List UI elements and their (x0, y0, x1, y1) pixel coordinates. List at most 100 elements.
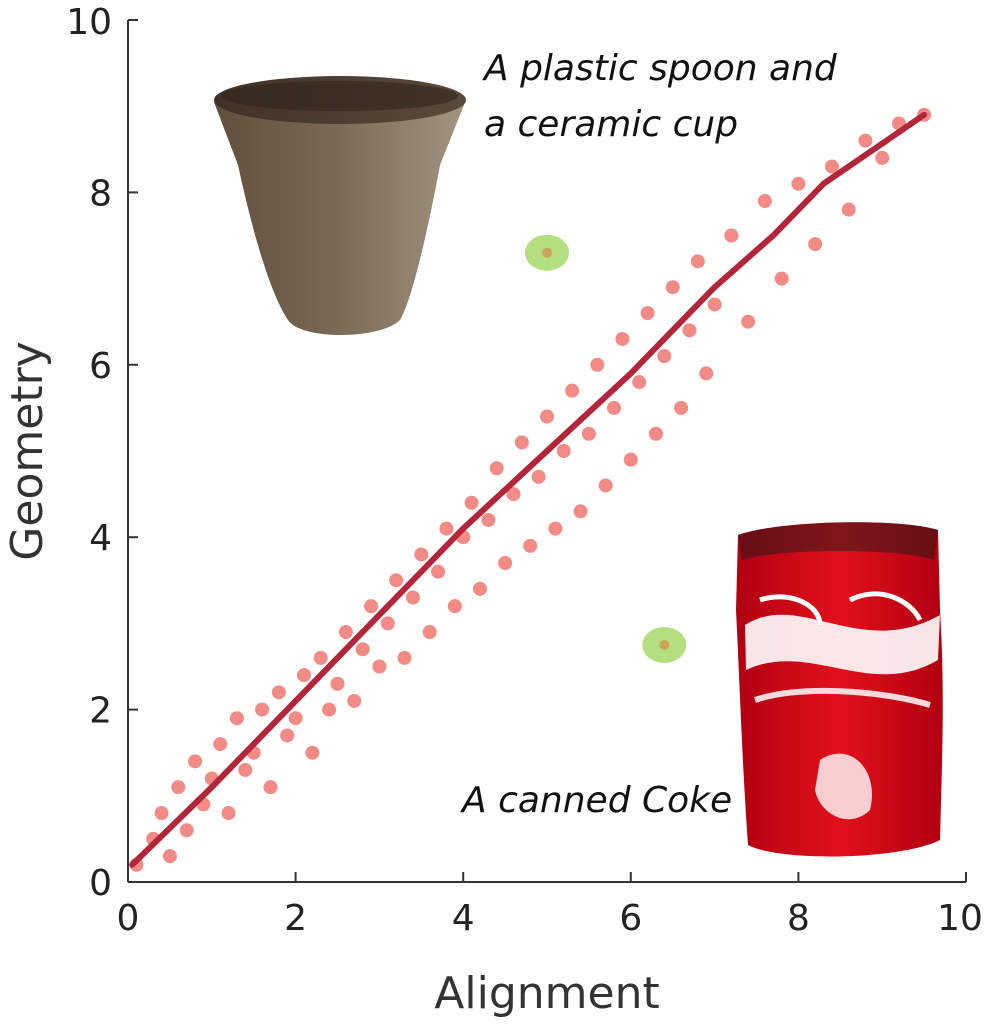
data-point (229, 711, 244, 726)
annotation-cup-line1: A plastic spoon and (482, 48, 838, 89)
y-axis-label: Geometry (2, 341, 53, 560)
data-point (162, 849, 177, 864)
data-point (238, 762, 253, 777)
data-point (397, 650, 412, 665)
data-point (607, 400, 622, 415)
data-point (858, 133, 873, 148)
data-point (791, 176, 806, 191)
data-point (682, 323, 697, 338)
x-tick-label: 4 (452, 898, 475, 939)
axes (127, 20, 966, 883)
data-point (431, 564, 446, 579)
data-point (296, 668, 311, 683)
data-point (523, 538, 538, 553)
x-tick-label: 6 (619, 898, 642, 939)
y-tick-label: 0 (89, 863, 112, 904)
data-point (464, 495, 479, 510)
data-point (188, 754, 203, 769)
data-point (364, 599, 379, 614)
data-point (548, 521, 563, 536)
data-point (489, 461, 504, 476)
data-point (405, 590, 420, 605)
ceramic-cup-image (214, 76, 466, 335)
data-point (648, 426, 663, 441)
data-point (657, 349, 672, 364)
data-point (506, 487, 521, 502)
data-point (280, 728, 295, 743)
y-tick-label: 2 (89, 691, 112, 732)
x-tick-label: 0 (117, 898, 140, 939)
data-point (615, 331, 630, 346)
data-point (707, 297, 722, 312)
data-point (875, 150, 890, 165)
data-point (699, 366, 714, 381)
data-point (422, 625, 437, 640)
data-point (255, 702, 270, 717)
x-ticks: 0 2 4 6 8 10 (117, 872, 983, 939)
data-point (824, 159, 839, 174)
y-tick-label: 6 (89, 346, 112, 387)
data-point (498, 556, 513, 571)
x-axis-label: Alignment (434, 968, 659, 1019)
data-point (330, 676, 345, 691)
data-point (305, 745, 320, 760)
data-point (632, 375, 647, 390)
data-point (288, 711, 303, 726)
fit-line (129, 111, 928, 868)
data-point (355, 642, 370, 657)
highlight-markers (525, 234, 687, 663)
data-point (154, 806, 169, 821)
data-point (472, 581, 487, 596)
data-point (447, 599, 462, 614)
data-point (556, 444, 571, 458)
data-point (481, 512, 496, 527)
y-tick-label: 10 (66, 2, 112, 43)
data-point (808, 237, 823, 252)
data-point (757, 194, 772, 209)
data-point (414, 547, 429, 562)
data-points (129, 107, 932, 872)
x-tick-label: 10 (937, 898, 983, 939)
data-point (263, 780, 278, 795)
data-point (724, 228, 739, 243)
data-point (573, 504, 588, 519)
data-point (565, 383, 580, 398)
data-point (179, 823, 194, 838)
data-point (322, 702, 337, 717)
data-point (213, 737, 228, 752)
data-point (690, 254, 705, 269)
coke-can-image (736, 522, 943, 857)
annotation-coke: A canned Coke (460, 780, 732, 821)
data-point (347, 693, 362, 708)
data-point (338, 625, 353, 640)
data-point (372, 659, 387, 674)
data-point (623, 452, 638, 467)
data-point (674, 400, 689, 415)
data-point (841, 202, 856, 217)
data-point (741, 314, 756, 329)
data-point (171, 780, 186, 795)
data-point (271, 685, 286, 700)
highlight-dot (542, 247, 552, 258)
highlight-dot (659, 639, 670, 650)
data-point (439, 521, 454, 536)
y-ticks: 0 2 4 6 8 10 (66, 2, 138, 904)
data-point (221, 806, 236, 821)
data-point (640, 306, 655, 321)
y-tick-label: 8 (89, 173, 112, 214)
data-point (531, 469, 546, 484)
data-point (665, 280, 680, 295)
data-point (514, 435, 529, 450)
data-point (581, 426, 596, 441)
data-point (540, 409, 554, 424)
data-point (380, 616, 395, 631)
data-point (774, 271, 789, 286)
data-point (389, 573, 404, 588)
x-tick-label: 2 (284, 898, 307, 939)
data-point (598, 478, 613, 493)
x-tick-label: 8 (787, 898, 810, 939)
data-point (590, 357, 605, 372)
data-point (313, 650, 328, 665)
annotation-cup-line2: a ceramic cup (484, 104, 738, 145)
